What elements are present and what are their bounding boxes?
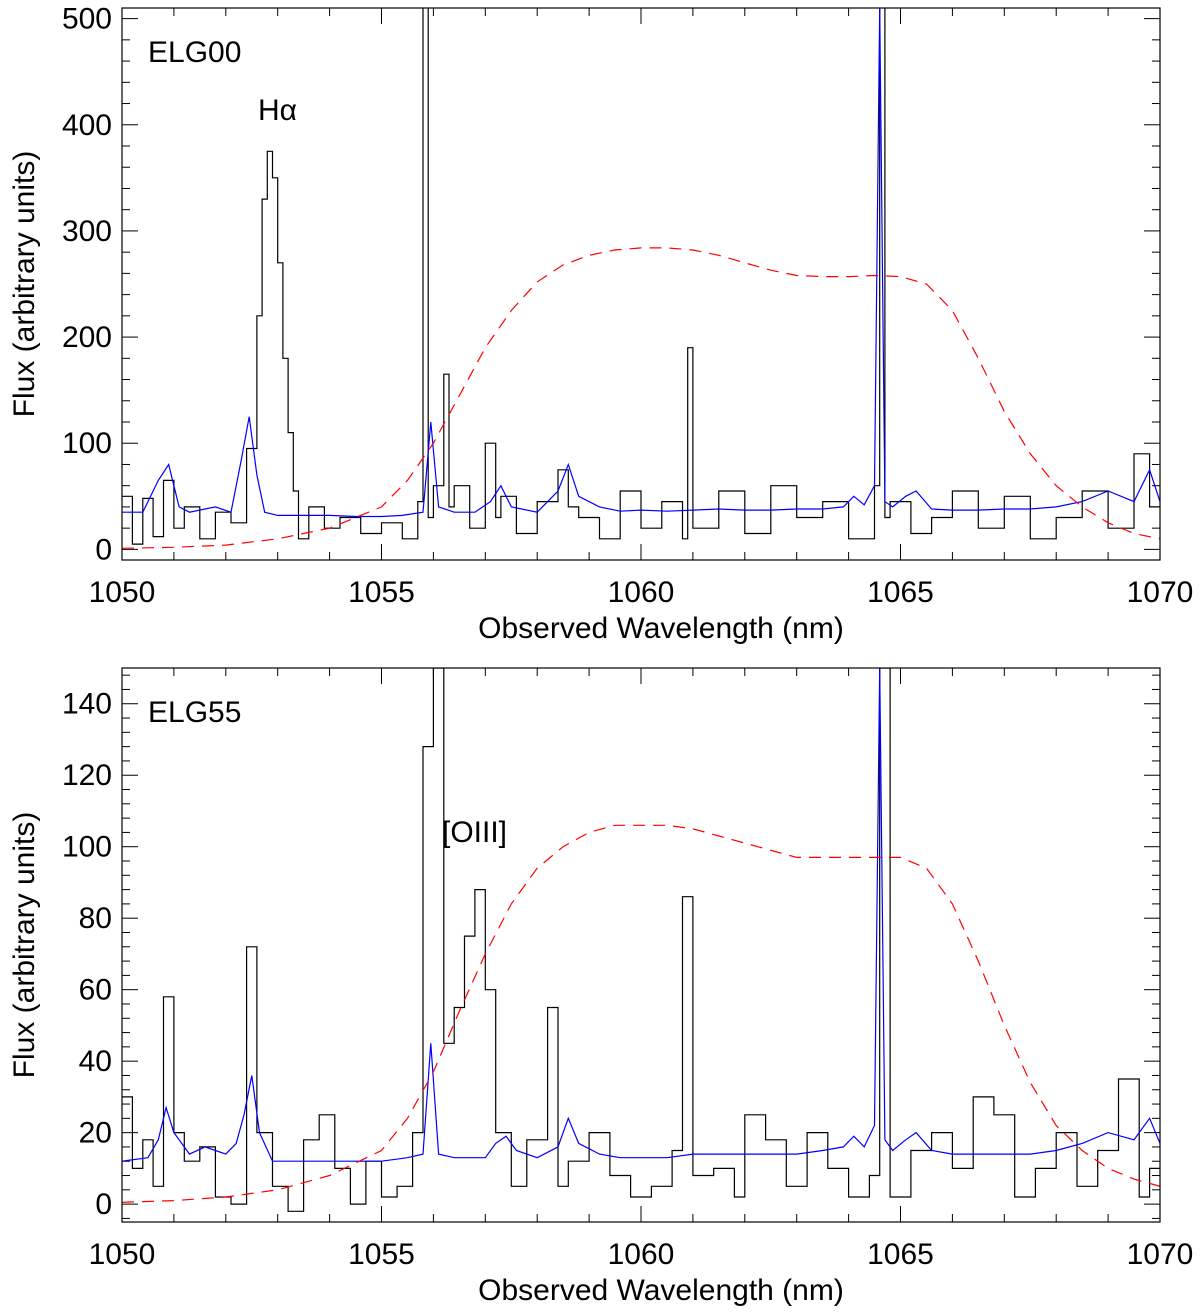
chart-panel-0: 1050 1055 1060 1065 1070 0 100 200 300 400 500 Obse…	[8, 3, 1194, 645]
filter-curve-dashed	[122, 824, 1160, 1203]
x-tick-label: 1055	[348, 576, 415, 609]
x-tick-label: 1070	[1127, 576, 1194, 609]
x-tick-label: 1060	[608, 1238, 675, 1271]
y-tick-label: 400	[62, 109, 112, 142]
y-tick-label: 140	[62, 688, 112, 721]
y-tick-label: 100	[62, 427, 112, 460]
x-tick-label: 1050	[89, 1238, 156, 1271]
chart-panel-1: 1050 1055 1060 1065 1070 0 20 40 60 80 100 120 140 Ob…	[8, 667, 1194, 1307]
series-group	[122, 668, 1160, 1212]
x-axis-label: Observed Wavelength (nm)	[478, 1274, 844, 1307]
plot-frame	[121, 667, 1161, 1223]
x-tick-label: 1055	[348, 1238, 415, 1271]
x-tick-label: 1070	[1127, 1238, 1194, 1271]
spectrum-steps-line	[122, 668, 1160, 1212]
model-spectrum-line	[122, 668, 1160, 1162]
panel-label: ELG00	[148, 36, 241, 69]
emission-line-label: [OIII]	[442, 816, 507, 849]
x-axis-label: Observed Wavelength (nm)	[478, 612, 844, 645]
x-tick-label: 1065	[867, 1238, 934, 1271]
y-tick-label: 100	[62, 831, 112, 864]
y-tick-label: 500	[62, 3, 112, 36]
y-axis-label: Flux (arbitrary units)	[8, 812, 41, 1079]
y-tick-label: 120	[62, 759, 112, 792]
series-group	[122, 8, 1160, 549]
y-tick-label: 0	[95, 1188, 112, 1221]
x-tick-label: 1065	[867, 576, 934, 609]
panel-label: ELG55	[148, 696, 241, 729]
plot-frame	[121, 7, 1161, 561]
y-tick-label: 40	[79, 1045, 112, 1078]
y-axis-label: Flux (arbitrary units)	[8, 151, 41, 418]
y-tick-label: 60	[79, 974, 112, 1007]
y-tick-label: 0	[95, 533, 112, 566]
y-tick-label: 80	[79, 902, 112, 935]
filter-curve-dashed	[122, 247, 1160, 549]
model-spectrum-line	[122, 8, 1160, 518]
emission-line-label: Hα	[258, 94, 297, 127]
y-tick-label: 20	[79, 1117, 112, 1150]
x-tick-label: 1050	[89, 576, 156, 609]
y-tick-label: 200	[62, 321, 112, 354]
spectrum-steps-line	[122, 8, 1160, 545]
y-tick-label: 300	[62, 215, 112, 248]
x-tick-label: 1060	[608, 576, 675, 609]
